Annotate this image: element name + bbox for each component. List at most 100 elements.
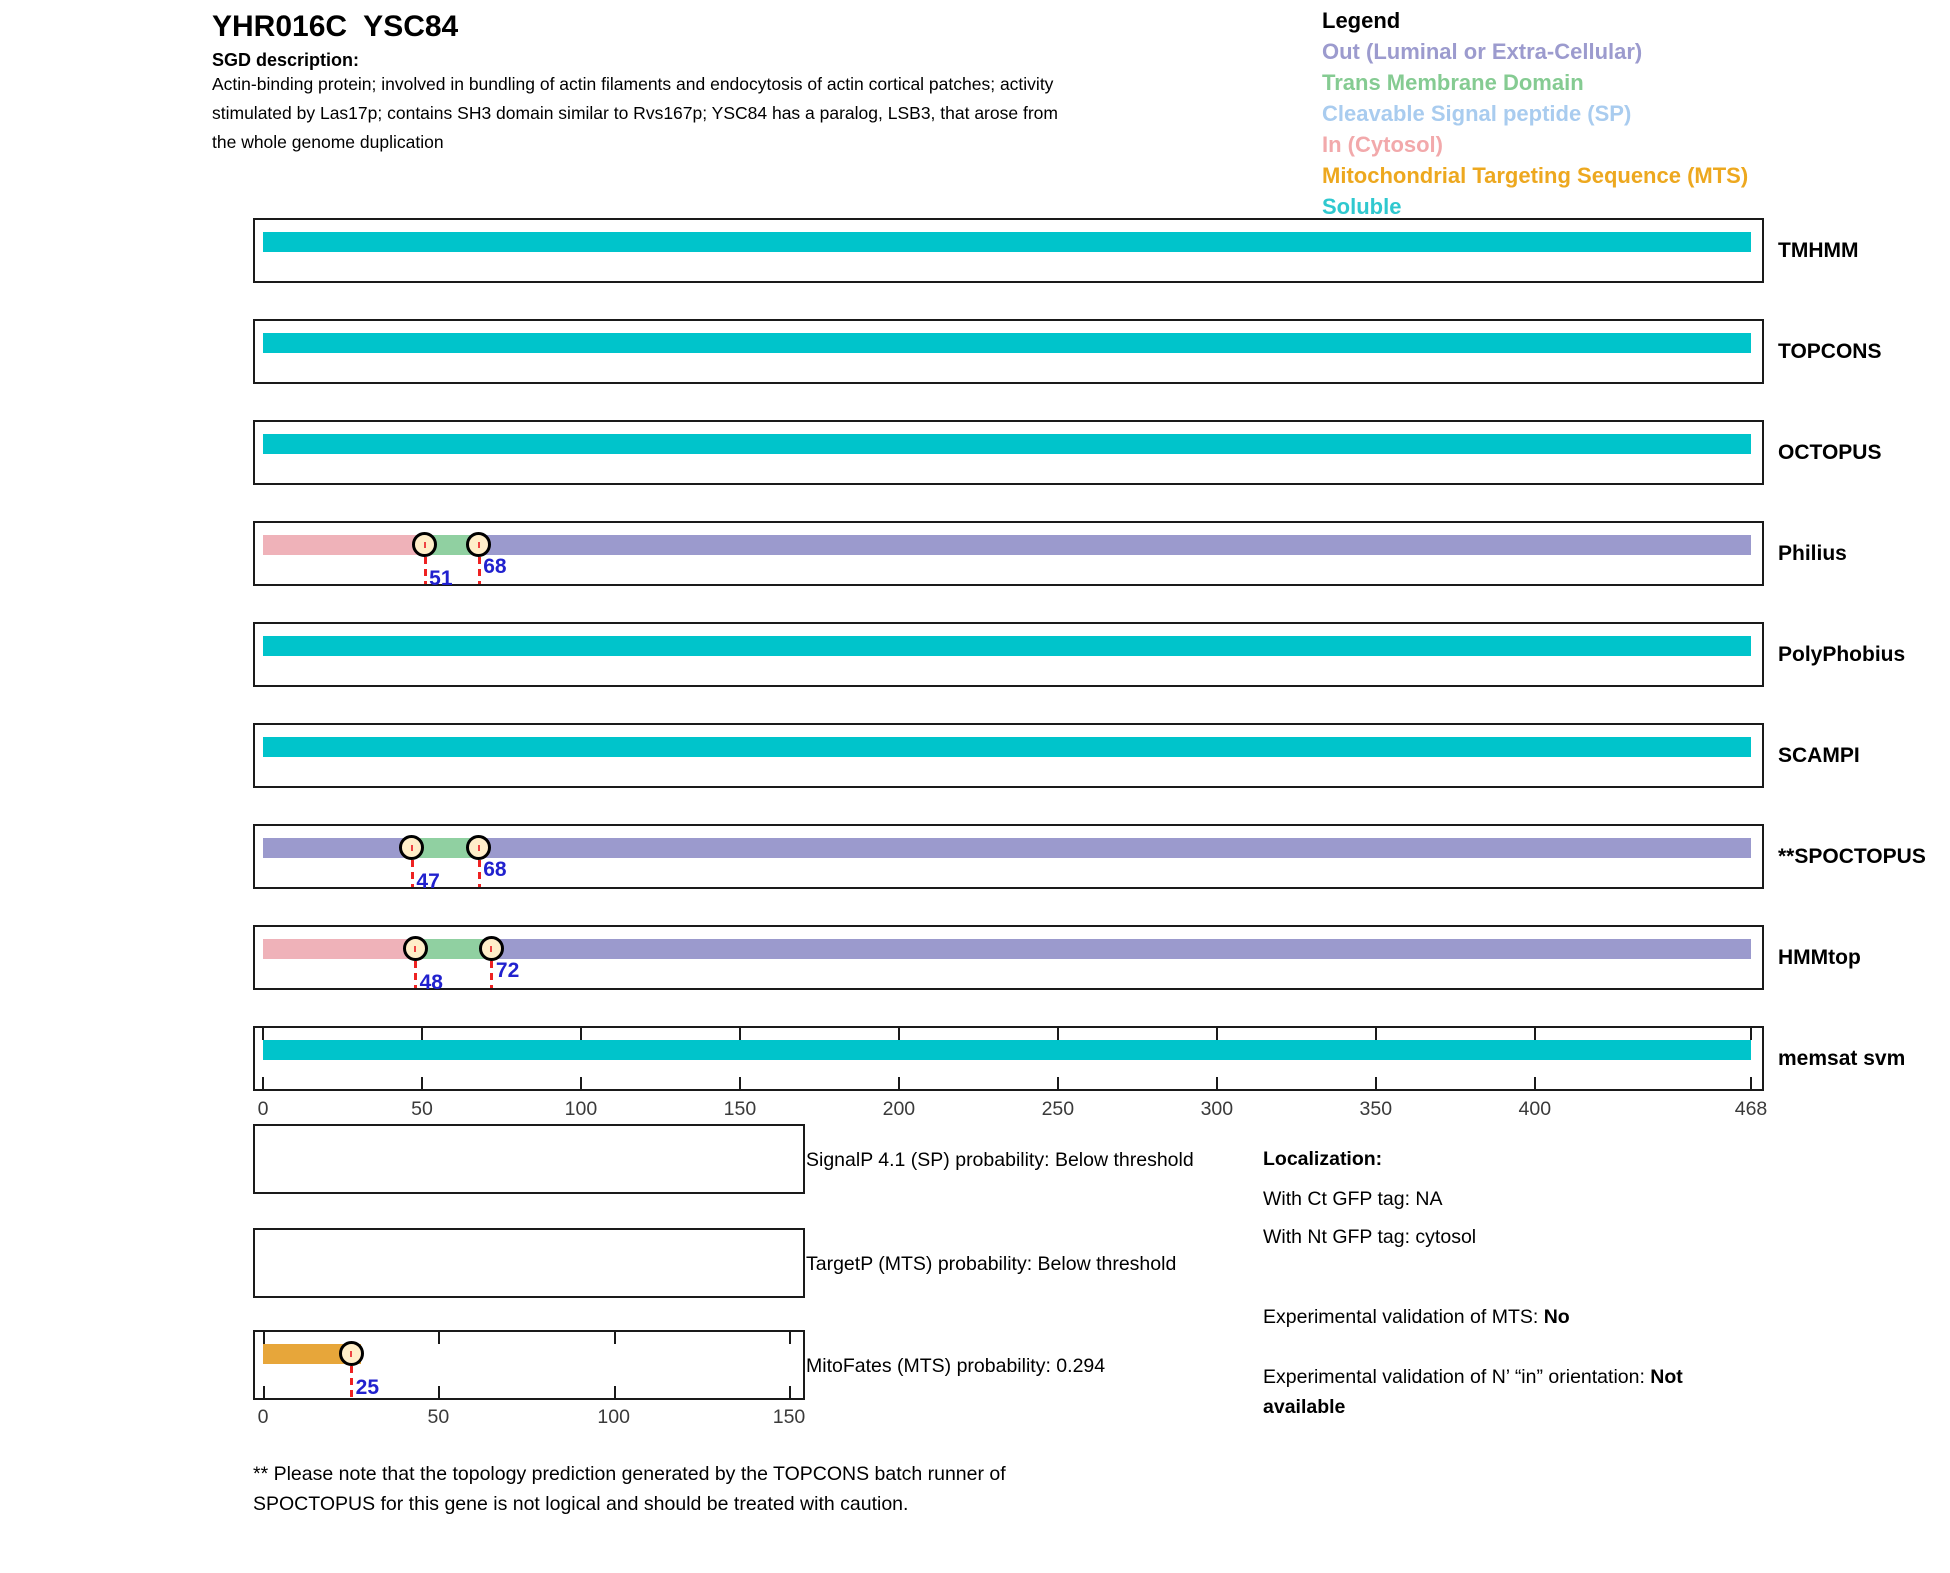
boundary-position-label: 72 — [495, 959, 520, 982]
track-name-tmhmm: TMHMM — [1778, 239, 1859, 262]
axis-tick-label: 350 — [1359, 1098, 1393, 1120]
axis-inner-tick — [1056, 1028, 1059, 1040]
mini-plot-1 — [253, 1228, 805, 1298]
mini-axis-tick-label: 150 — [772, 1406, 806, 1428]
topology-segment-soluble — [263, 1040, 1751, 1060]
sgd-description-label: SGD description: — [212, 50, 360, 70]
topology-segment-out — [479, 535, 1751, 555]
boundary-dashed-line — [477, 848, 481, 887]
track-row-hmmtop: 48 72 — [253, 925, 1764, 994]
marker-inner-dash — [410, 844, 413, 851]
boundary-marker — [478, 936, 504, 961]
topology-segment-soluble — [263, 434, 1751, 454]
marker-inner-dash — [477, 541, 480, 548]
axis-inner-tick — [1056, 1077, 1059, 1089]
axis-inner-tick — [579, 1077, 582, 1089]
nt-gfp-line: With Nt GFP tag: cytosol — [1263, 1226, 1477, 1248]
boundary-marker — [466, 532, 492, 557]
axis-inner-tick — [1750, 1028, 1752, 1040]
axis-tick-label: 300 — [1200, 1098, 1234, 1120]
legend-entry-out: Out (Luminal or Extra-Cellular) — [1322, 39, 1643, 64]
boundary-dashed-line — [423, 545, 427, 584]
boundary-dashed-line — [410, 848, 414, 887]
boundary-marker — [338, 1341, 364, 1366]
track-row-topcons — [253, 319, 1764, 384]
page-title: YHR016C YSC84 — [212, 10, 459, 43]
axis-inner-tick — [420, 1028, 423, 1040]
topology-segment-soluble — [263, 232, 1751, 252]
axis-inner-tick — [789, 1386, 791, 1398]
mini-plot-label-1: TargetP (MTS) probability: Below thresho… — [806, 1253, 1177, 1275]
legend-entry-mts: Mitochondrial Targeting Sequence (MTS) — [1322, 163, 1749, 188]
orientation-validation-line1: Experimental validation of N’ “in” orien… — [1263, 1366, 1683, 1389]
mini-plot-0 — [253, 1124, 805, 1194]
axis-inner-tick — [613, 1332, 616, 1344]
track-row-octopus — [253, 420, 1764, 485]
axis-inner-tick — [897, 1028, 900, 1040]
mini-axis-tick-label: 50 — [427, 1406, 450, 1428]
axis-inner-tick — [1215, 1077, 1218, 1089]
topology-segment-out — [263, 838, 413, 858]
axis-inner-tick — [420, 1077, 423, 1089]
axis-inner-tick — [738, 1028, 741, 1040]
orientation-validation-line2: available — [1263, 1396, 1345, 1419]
mini-plot-2: 25 — [253, 1330, 805, 1400]
axis-inner-tick — [1533, 1028, 1536, 1040]
axis-tick-label: 0 — [257, 1098, 269, 1120]
probability-bar-mts — [263, 1344, 362, 1364]
marker-inner-dash — [477, 844, 480, 851]
boundary-marker — [402, 936, 428, 961]
orientation-validation-value-1: Not — [1650, 1366, 1683, 1388]
track-row-tmhmm — [253, 218, 1764, 283]
axis-inner-tick — [262, 1077, 264, 1089]
legend-entry-soluble: Soluble — [1322, 194, 1402, 219]
topology-segment-out — [491, 939, 1751, 959]
axis-inner-tick — [263, 1332, 265, 1344]
track-name-polyphobius: PolyPhobius — [1778, 643, 1906, 666]
axis-tick-label: 100 — [564, 1098, 598, 1120]
track-row-polyphobius — [253, 622, 1764, 687]
axis-tick-label: 400 — [1518, 1098, 1552, 1120]
topology-segment-in — [263, 939, 416, 959]
boundary-dashed-line — [414, 949, 418, 988]
axis-inner-tick — [613, 1386, 616, 1398]
topology-segment-out — [479, 838, 1751, 858]
track-name-hmmtop: HMMtop — [1778, 946, 1861, 969]
axis-inner-tick — [438, 1386, 441, 1398]
orientation-validation-value-2: available — [1263, 1396, 1346, 1418]
track-name-topcons: TOPCONS — [1778, 340, 1882, 363]
topology-segment-soluble — [263, 737, 1751, 757]
boundary-position-label: 68 — [483, 555, 507, 578]
marker-inner-dash — [423, 541, 426, 548]
track-row-scampi — [253, 723, 1764, 788]
marker-inner-dash — [350, 1350, 353, 1357]
topology-segment-tm — [425, 535, 480, 555]
axis-inner-tick — [263, 1386, 265, 1398]
axis-inner-tick — [789, 1332, 791, 1344]
track-row--spoctopus: 47 68 — [253, 824, 1764, 893]
axis-inner-tick — [897, 1077, 900, 1089]
localization-title: Localization: — [1263, 1148, 1383, 1170]
axis-inner-tick — [738, 1077, 741, 1089]
mini-plot-label-2: MitoFates (MTS) probability: 0.294 — [806, 1355, 1106, 1377]
mts-validation-value: No — [1543, 1306, 1570, 1328]
track-name-memsat-svm: memsat svm — [1778, 1047, 1906, 1070]
legend-entry-tm: Trans Membrane Domain — [1322, 70, 1584, 95]
track-name--spoctopus: **SPOCTOPUS — [1778, 845, 1926, 868]
sgd-description-text: Actin-binding protein; involved in bundl… — [212, 74, 1058, 152]
ct-gfp-line: With Ct GFP tag: NA — [1263, 1188, 1443, 1210]
axis-tick-label: 150 — [723, 1098, 757, 1120]
mts-validation-prefix: Experimental validation of MTS: — [1263, 1306, 1544, 1328]
legend-entry-sp: Cleavable Signal peptide (SP) — [1322, 101, 1632, 126]
axis-inner-tick — [1215, 1028, 1218, 1040]
mts-validation-line: Experimental validation of MTS: No — [1263, 1306, 1570, 1329]
legend-entry-in: In (Cytosol) — [1322, 132, 1443, 157]
marker-inner-dash — [490, 945, 493, 952]
track-name-scampi: SCAMPI — [1778, 744, 1860, 767]
axis-tick-label: 468 — [1734, 1098, 1768, 1120]
boundary-dashed-line — [477, 545, 481, 584]
mini-axis-tick-label: 0 — [257, 1406, 269, 1428]
boundary-position-label: 47 — [416, 870, 440, 893]
topology-segment-tm — [412, 838, 480, 858]
